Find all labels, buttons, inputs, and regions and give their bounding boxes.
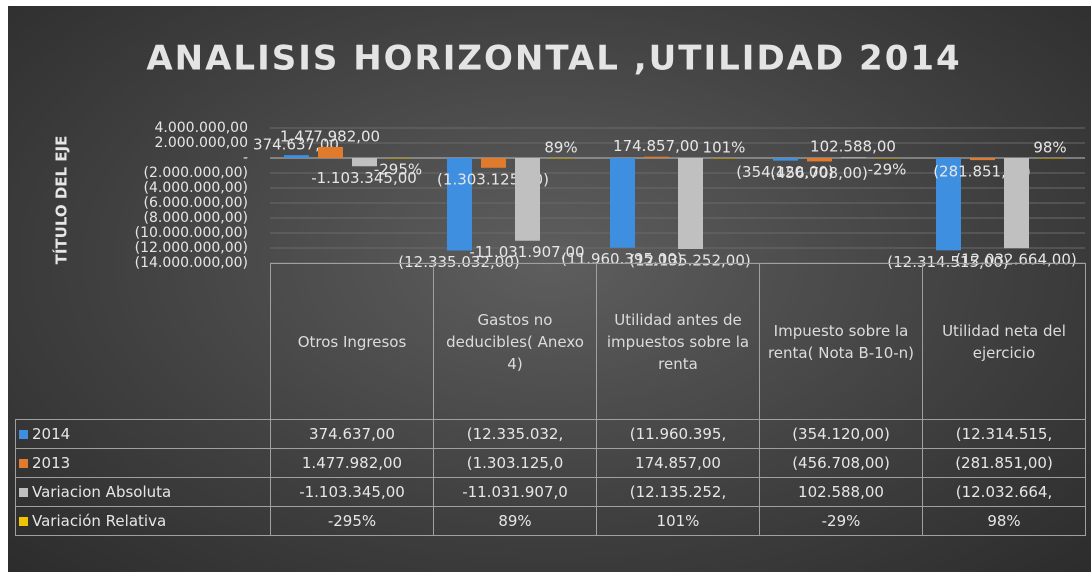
- y-tick-label: (6.000.000,00): [144, 195, 248, 211]
- y-tick-label: (2.000.000,00): [144, 165, 248, 181]
- bar: [970, 158, 995, 161]
- bar: [678, 158, 703, 250]
- table-cell: 101%: [596, 506, 760, 536]
- legend-label: 2013: [32, 454, 71, 472]
- data-label: 1.477.982,00: [280, 127, 380, 145]
- chart-area: ANALISIS HORIZONTAL ,UTILIDAD 2014 TÍTUL…: [8, 6, 1091, 572]
- legend-entry: 2013: [15, 448, 271, 478]
- data-label: 174.857,00: [613, 137, 699, 155]
- bar: [712, 157, 737, 159]
- legend-key: [19, 488, 28, 497]
- legend-entry: Variación Relativa: [15, 506, 271, 536]
- table-cell: 98%: [922, 506, 1086, 536]
- y-tick-label: (12.000.000,00): [135, 240, 248, 256]
- table-header-row: Otros Ingresos Gastos no deducibles( Anex…: [15, 263, 1086, 420]
- table-cell: (1.303.125,0: [433, 448, 597, 478]
- bar: [481, 158, 506, 168]
- category-label: Impuesto sobre la renta( Nota B-10-n): [759, 263, 923, 420]
- table-cell: 374.637,00: [270, 419, 434, 449]
- bar: [841, 157, 866, 158]
- data-label: -1.103.345,00: [311, 169, 417, 187]
- legend-key: [19, 430, 28, 439]
- legend-label: 2014: [32, 425, 71, 443]
- bar: [1004, 158, 1029, 249]
- bar: [549, 157, 574, 159]
- table-cell: (12.335.032,: [433, 419, 597, 449]
- bar: [318, 146, 343, 158]
- y-axis-title: TÍTULO DEL EJE: [52, 136, 71, 265]
- bar: [807, 158, 832, 162]
- table-cell: (12.032.664,: [922, 477, 1086, 507]
- table-row: 2013 1.477.982,00 (1.303.125,0 174.857,00 (4…: [15, 448, 1086, 478]
- data-label: (456.708,00): [770, 164, 868, 182]
- data-label: 102.588,00: [810, 138, 896, 156]
- table-cell: 174.857,00: [596, 448, 760, 478]
- table-row: Variación Relativa -295% 89% 101% -29% 98%: [15, 506, 1086, 536]
- legend-label: Variación Relativa: [32, 512, 167, 530]
- data-label: (354.120,00): [736, 163, 834, 181]
- table-cell: 1.477.982,00: [270, 448, 434, 478]
- legend-key: [19, 517, 28, 526]
- chart: ANALISIS HORIZONTAL ,UTILIDAD 2014 TÍTUL…: [52, 39, 1085, 271]
- y-tick-label: 4.000.000,00: [154, 120, 248, 136]
- table-corner: [15, 263, 271, 420]
- bar: [386, 158, 411, 159]
- table-cell: (12.135.252,: [596, 477, 760, 507]
- y-tick-label: (8.000.000,00): [144, 210, 248, 226]
- category-label: Utilidad neta del ejercicio: [922, 263, 1086, 420]
- table-cell: 102.588,00: [759, 477, 923, 507]
- data-label: -29%: [868, 161, 907, 179]
- data-label: 101%: [703, 138, 746, 156]
- data-label: 374.637,00: [253, 136, 339, 154]
- bar: [284, 155, 309, 158]
- data-label: 98%: [1033, 138, 1066, 156]
- bar: [447, 158, 472, 251]
- data-label: 89%: [544, 138, 577, 156]
- data-label: -295%: [374, 161, 422, 179]
- data-label: -11.031.907,00: [469, 243, 584, 261]
- table-cell: (11.960.395,: [596, 419, 760, 449]
- table-row: Variacion Absoluta -1.103.345,00 -11.031.9…: [15, 477, 1086, 507]
- bar: [352, 158, 377, 167]
- table-cell: -29%: [759, 506, 923, 536]
- legend-label: Variacion Absoluta: [32, 483, 172, 501]
- table-cell: (354.120,00): [759, 419, 923, 449]
- table-cell: 89%: [433, 506, 597, 536]
- y-tick-label: (4.000.000,00): [144, 180, 248, 196]
- y-tick-label: -: [243, 150, 248, 166]
- bar: [610, 158, 635, 248]
- legend-entry: Variacion Absoluta: [15, 477, 271, 507]
- category-label: Gastos no deducibles( Anexo 4): [433, 263, 597, 420]
- y-tick-label: 2.000.000,00: [154, 135, 248, 151]
- legend-key: [19, 459, 28, 468]
- category-label: Utilidad antes de impuestos sobre la ren…: [596, 263, 760, 420]
- bar: [1038, 157, 1063, 159]
- y-tick-label: (10.000.000,00): [135, 225, 248, 241]
- table-cell: -295%: [270, 506, 434, 536]
- bar: [644, 156, 669, 158]
- table-cell: (456.708,00): [759, 448, 923, 478]
- bar: [515, 158, 540, 241]
- table-cell: -11.031.907,0: [433, 477, 597, 507]
- table-cell: (281.851,00): [922, 448, 1086, 478]
- table-row: 2014 374.637,00 (12.335.032, (11.960.395, (3…: [15, 419, 1086, 449]
- bar: [875, 158, 900, 159]
- table-cell: (12.314.515,: [922, 419, 1086, 449]
- data-table: Otros Ingresos Gastos no deducibles( Anex…: [15, 263, 1086, 536]
- bar: [773, 158, 798, 161]
- legend-entry: 2014: [15, 419, 271, 449]
- table-cell: -1.103.345,00: [270, 477, 434, 507]
- bar: [936, 158, 961, 251]
- category-label: Otros Ingresos: [270, 263, 434, 420]
- chart-title: ANALISIS HORIZONTAL ,UTILIDAD 2014: [146, 39, 961, 79]
